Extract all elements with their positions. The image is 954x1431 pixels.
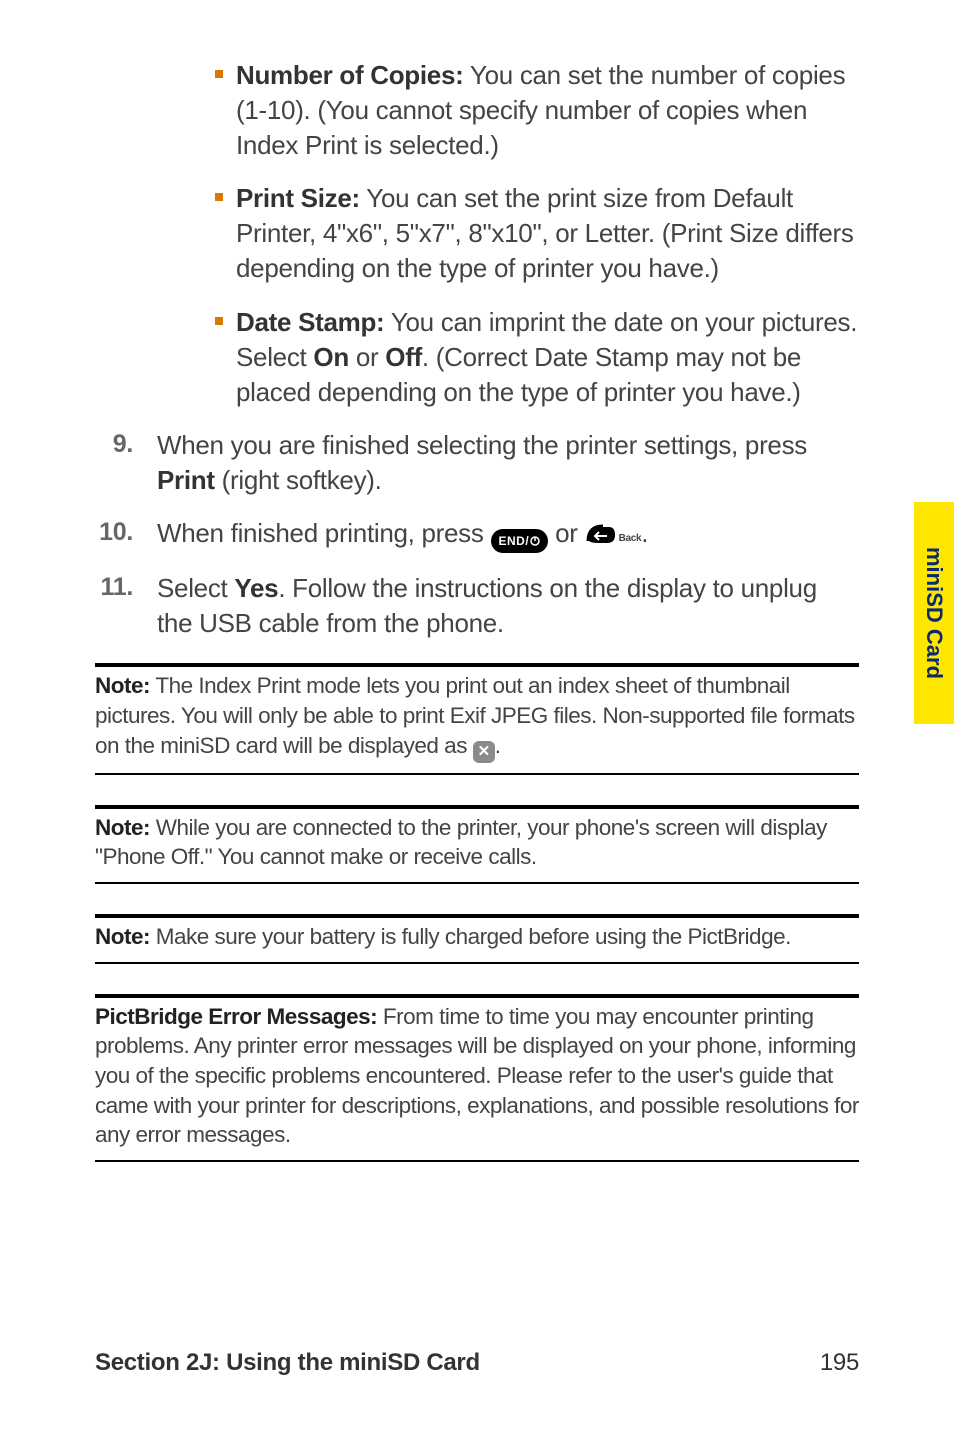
- t: or: [548, 518, 584, 548]
- rule: [95, 962, 859, 964]
- step-text: When finished printing, press END/ or Ba…: [157, 516, 859, 553]
- footer: Section 2J: Using the miniSD Card 195: [95, 1349, 859, 1377]
- rule: [95, 882, 859, 884]
- t-bold: Print: [157, 465, 215, 495]
- note-label: Note:: [95, 815, 150, 840]
- rule: [95, 1160, 859, 1162]
- t-bold: Yes: [234, 573, 278, 603]
- bullet-icon: [215, 193, 223, 201]
- bullet-text: Date Stamp: You can imprint the date on …: [236, 305, 859, 410]
- x-icon: ✕: [473, 741, 495, 763]
- t: When finished printing, press: [157, 518, 491, 548]
- note-label: Note:: [95, 924, 150, 949]
- step-10: 10. When finished printing, press END/ o…: [95, 516, 859, 553]
- step-text: Select Yes. Follow the instructions on t…: [157, 571, 859, 641]
- bullet-text: Print Size: You can set the print size f…: [236, 181, 859, 286]
- t: When you are finished selecting the prin…: [157, 430, 807, 460]
- bullet-icon: [215, 317, 223, 325]
- bullet-printsize: Print Size: You can set the print size f…: [95, 181, 859, 286]
- bullet-text: Number of Copies: You can set the number…: [236, 58, 859, 163]
- back-sub: Back: [619, 532, 642, 546]
- t: (right softkey).: [215, 465, 382, 495]
- bullet-label: Date Stamp:: [236, 307, 384, 337]
- pictbridge-label: PictBridge Error Messages:: [95, 1004, 377, 1029]
- bullet-copies: Number of Copies: You can set the number…: [95, 58, 859, 163]
- note-text: While you are connected to the printer, …: [95, 815, 827, 870]
- bullet-datestamp: Date Stamp: You can imprint the date on …: [95, 305, 859, 410]
- footer-section: Section 2J: Using the miniSD Card: [95, 1349, 480, 1377]
- bullet-icon: [215, 70, 223, 78]
- page-body: Number of Copies: You can set the number…: [0, 0, 954, 1162]
- step-9: 9. When you are finished selecting the p…: [95, 428, 859, 498]
- bullet-on: On: [313, 342, 349, 372]
- bullet-off: Off: [385, 342, 422, 372]
- note-pictbridge: PictBridge Error Messages: From time to …: [95, 998, 859, 1150]
- step-number: 11.: [95, 571, 157, 641]
- page-number: 195: [820, 1349, 859, 1377]
- note-battery: Note: Make sure your battery is fully ch…: [95, 918, 859, 952]
- rule: [95, 773, 859, 775]
- note-text: .: [495, 733, 501, 758]
- note-text: Make sure your battery is fully charged …: [150, 924, 791, 949]
- t: Select: [157, 573, 234, 603]
- end-key-icon: END/: [491, 529, 549, 553]
- bullet-label: Number of Copies:: [236, 60, 463, 90]
- step-number: 10.: [95, 516, 157, 553]
- back-key-icon: Back: [585, 521, 642, 547]
- note-label: Note:: [95, 673, 150, 698]
- bullet-mid: or: [349, 342, 385, 372]
- step-text: When you are finished selecting the prin…: [157, 428, 859, 498]
- t: .: [641, 518, 648, 548]
- step-11: 11. Select Yes. Follow the instructions …: [95, 571, 859, 641]
- note-phone-off: Note: While you are connected to the pri…: [95, 809, 859, 872]
- step-number: 9.: [95, 428, 157, 498]
- note-index-print: Note: The Index Print mode lets you prin…: [95, 667, 859, 762]
- bullet-label: Print Size:: [236, 183, 360, 213]
